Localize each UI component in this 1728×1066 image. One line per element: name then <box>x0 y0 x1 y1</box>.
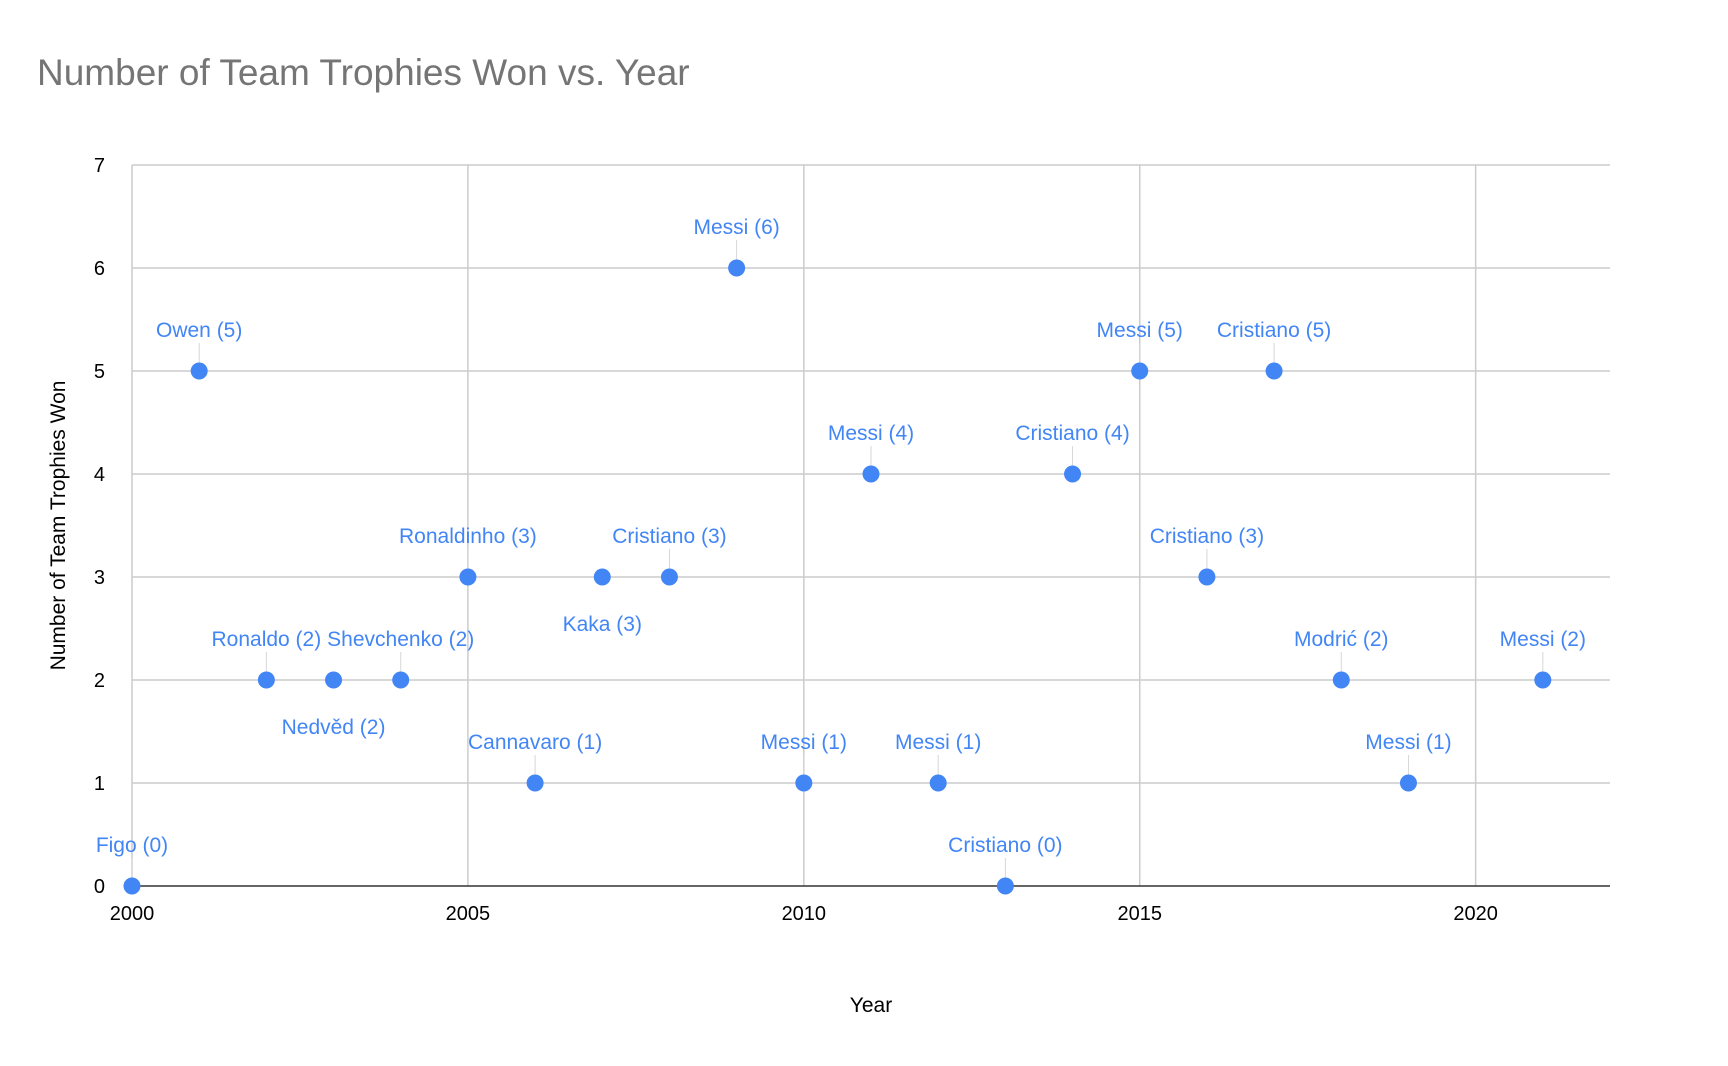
data-point <box>325 671 343 689</box>
data-point <box>190 362 208 380</box>
data-point <box>257 671 275 689</box>
data-label: Messi (5) <box>1097 319 1183 342</box>
data-label: Cristiano (3) <box>612 525 726 548</box>
data-label: Shevchenko (2) <box>327 628 474 651</box>
data-label: Messi (4) <box>828 422 914 445</box>
data-label: Cristiano (4) <box>1015 422 1129 445</box>
point-labels: Figo (0) Owen (5) Ronaldo (2) Nedvěd (2) She… <box>96 216 1586 857</box>
data-point <box>459 568 477 586</box>
chart-title: Number of Team Trophies Won vs. Year <box>37 52 690 93</box>
y-tick-label: 4 <box>94 464 105 486</box>
data-label: Cristiano (5) <box>1217 319 1331 342</box>
y-tick-label: 3 <box>94 567 105 589</box>
y-tick-label: 5 <box>94 361 105 383</box>
data-label: Messi (1) <box>895 731 981 754</box>
data-label: Nedvěd (2) <box>282 716 386 739</box>
data-point <box>1265 362 1283 380</box>
data-point <box>660 568 678 586</box>
data-label: Modrić (2) <box>1294 628 1389 651</box>
data-label: Cristiano (3) <box>1150 525 1264 548</box>
data-point <box>996 877 1014 895</box>
data-label: Messi (6) <box>693 216 779 239</box>
x-tick-label: 2020 <box>1453 903 1498 925</box>
data-point <box>929 774 947 792</box>
data-point <box>862 465 880 483</box>
y-tick-label: 0 <box>94 876 105 898</box>
data-point <box>392 671 410 689</box>
data-point <box>795 774 813 792</box>
grid-lines <box>131 164 1610 886</box>
data-label: Ronaldo (2) <box>211 628 321 651</box>
x-tick-label: 2005 <box>446 903 491 925</box>
data-point <box>1064 465 1082 483</box>
y-tick-label: 6 <box>94 258 105 280</box>
data-label: Cristiano (0) <box>948 834 1062 857</box>
data-points <box>123 259 1552 895</box>
data-label: Ronaldinho (3) <box>399 525 537 548</box>
data-point <box>728 259 746 277</box>
data-point <box>593 568 611 586</box>
label-leader-lines <box>131 240 1544 880</box>
data-point <box>1131 362 1149 380</box>
data-point <box>1399 774 1417 792</box>
data-point <box>526 774 544 792</box>
data-label: Messi (1) <box>1365 731 1451 754</box>
y-tick-label: 7 <box>94 155 105 177</box>
data-label: Messi (2) <box>1500 628 1586 651</box>
data-label: Messi (1) <box>761 731 847 754</box>
x-axis-title: Year <box>850 994 892 1017</box>
data-label: Kaka (3) <box>563 613 642 636</box>
y-tick-label: 1 <box>94 773 105 795</box>
data-point <box>1332 671 1350 689</box>
y-tick-label: 2 <box>94 670 105 692</box>
axes: 0 1 2 3 4 5 6 7 2000 2005 2010 2015 2020 <box>94 155 1610 925</box>
y-axis-title: Number of Team Trophies Won <box>47 381 70 671</box>
data-point <box>1198 568 1216 586</box>
data-point <box>123 877 141 895</box>
x-tick-label: 2015 <box>1117 903 1162 925</box>
data-label: Owen (5) <box>156 319 242 342</box>
data-label: Cannavaro (1) <box>468 731 602 754</box>
data-point <box>1534 671 1552 689</box>
data-label: Figo (0) <box>96 834 168 857</box>
x-tick-label: 2010 <box>782 903 827 925</box>
x-tick-label: 2000 <box>110 903 155 925</box>
